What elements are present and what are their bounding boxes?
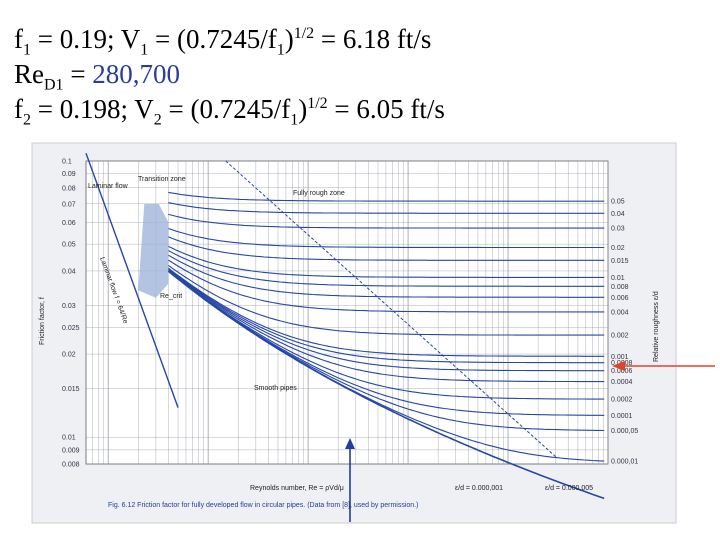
f2-symbol: f <box>14 94 23 124</box>
f1-symbol: f <box>14 24 23 54</box>
smooth-pipes-label: Smooth pipes <box>254 385 297 392</box>
roughness-tick-label: 0.03 <box>611 226 625 233</box>
roughness-curve <box>168 202 605 214</box>
roughness-tick-label: 0.0001 <box>611 413 633 420</box>
v2-subscript: 2 <box>153 111 162 129</box>
eps-min-label-2: ε/d = 0.000,005 <box>545 485 593 492</box>
roughness-tick-label: 0.008 <box>611 284 629 291</box>
v1-result: = 6.18 ft/s <box>314 24 432 54</box>
transition-zone-label: Transition zone <box>138 176 186 183</box>
transition-shading <box>138 203 169 298</box>
roughness-arrowhead <box>612 361 625 371</box>
grid-lines <box>85 160 609 465</box>
y-tick-label: 0.03 <box>62 303 76 310</box>
roughness-curve <box>168 270 605 400</box>
f1-inner-subscript: 1 <box>276 41 285 59</box>
fully-rough-boundary <box>225 160 557 458</box>
equation-line-1: f1 = 0.19; V1 = (0.7245/f1)1/2 = 6.18 ft… <box>14 26 431 58</box>
re-symbol: Re <box>14 59 44 89</box>
f1-inner-subscript-2: 1 <box>290 111 299 129</box>
roughness-tick-label: 0.02 <box>611 245 625 252</box>
paren: ) <box>284 24 294 54</box>
roughness-curve <box>168 267 605 357</box>
smooth-pipe-curve <box>167 270 605 500</box>
figure-caption: Fig. 6.12 Friction factor for fully deve… <box>108 502 418 509</box>
roughness-tick-label: 0.04 <box>611 211 625 218</box>
reynolds-value: 280,700 <box>92 59 181 89</box>
y-tick-label: 0.015 <box>62 386 80 393</box>
f2-subscript: 2 <box>23 111 31 129</box>
y-tick-label: 0.01 <box>62 435 76 442</box>
roughness-tick-label: 0.000,01 <box>611 459 638 466</box>
roughness-curve <box>168 213 605 229</box>
roughness-curve <box>168 268 605 372</box>
roughness-tick-label: 0.002 <box>611 333 629 340</box>
roughness-tick-label: 0.000,05 <box>611 428 638 435</box>
f1-mid-text: = 0.19; V <box>31 24 141 54</box>
roughness-tick-label: 0.001 <box>611 354 629 361</box>
y-tick-label: 0.02 <box>62 352 76 359</box>
y-tick-labels: 0.1 0.09 0.08 0.07 0.06 0.05 0.04 0.03 0.025 0.02… <box>62 159 80 469</box>
roughness-curve <box>168 259 605 313</box>
re-subscript: D1 <box>44 76 64 94</box>
y-tick-label: 0.008 <box>62 462 80 469</box>
y-tick-label: 0.06 <box>62 220 76 227</box>
recrit-label: Re_crit <box>160 293 182 300</box>
roughness-curve <box>168 254 605 298</box>
roughness-tick-label: 0.05 <box>611 199 625 206</box>
roughness-curve <box>168 245 605 278</box>
roughness-tick-label: 0.015 <box>611 258 629 265</box>
eps-min-label-1: ε/d = 0.000,001 <box>455 485 503 492</box>
v1-rest-text: = (0.7245/f <box>148 24 277 54</box>
roughness-tick-label: 0.006 <box>611 295 629 302</box>
roughness-curve <box>168 268 605 364</box>
right-axis-label: Relative roughness ε/d <box>653 291 660 362</box>
y-tick-label: 0.1 <box>62 159 72 166</box>
f1-subscript: 1 <box>23 41 31 59</box>
roughness-tick-label: 0.0006 <box>611 368 633 375</box>
roughness-curve <box>168 250 605 287</box>
laminar-line <box>85 153 179 408</box>
re-equals: = <box>63 59 93 89</box>
y-tick-label: 0.04 <box>62 268 76 275</box>
equation-line-3: f2 = 0.198; V2 = (0.7245/f1)1/2 = 6.05 f… <box>14 96 445 128</box>
equation-line-2: ReD1 = 280,700 <box>14 61 180 93</box>
laminar-zone-label: Laminar flow <box>88 183 129 190</box>
y-tick-label: 0.025 <box>62 325 80 332</box>
roughness-tick-label: 0.004 <box>611 309 629 316</box>
v2-rest-text: = (0.7245/f <box>161 94 291 124</box>
reynolds-pointer-arrowhead <box>345 438 355 449</box>
y-tick-label: 0.05 <box>62 242 76 249</box>
roughness-curve <box>168 264 605 336</box>
plot-area <box>85 160 609 465</box>
roughness-curve <box>168 191 605 202</box>
roughness-curve <box>168 236 605 261</box>
v1-subscript: 1 <box>140 41 149 59</box>
f2-mid-text: = 0.198; V <box>31 94 154 124</box>
fully-rough-label: Fully rough zone <box>293 190 345 197</box>
v2-result: = 6.05 ft/s <box>327 94 445 124</box>
roughness-tick-label: 0.0004 <box>611 379 633 386</box>
exponent: 1/2 <box>293 25 315 42</box>
y-tick-label: 0.09 <box>62 171 76 178</box>
roughness-tick-label: 0.01 <box>611 275 625 282</box>
x-axis-label: Reynolds number, Re = ρVd/μ <box>250 485 344 492</box>
y-tick-label: 0.07 <box>62 201 76 208</box>
roughness-tick-label: 0.0002 <box>611 397 633 404</box>
paren-2: ) <box>298 94 308 124</box>
y-tick-label: 0.08 <box>62 185 76 192</box>
roughness-curve <box>168 269 605 383</box>
y-axis-label: Friction factor, f <box>39 297 46 345</box>
roughness-curve <box>168 227 605 249</box>
y-tick-label: 0.009 <box>62 447 80 454</box>
exponent-2: 1/2 <box>307 95 328 112</box>
